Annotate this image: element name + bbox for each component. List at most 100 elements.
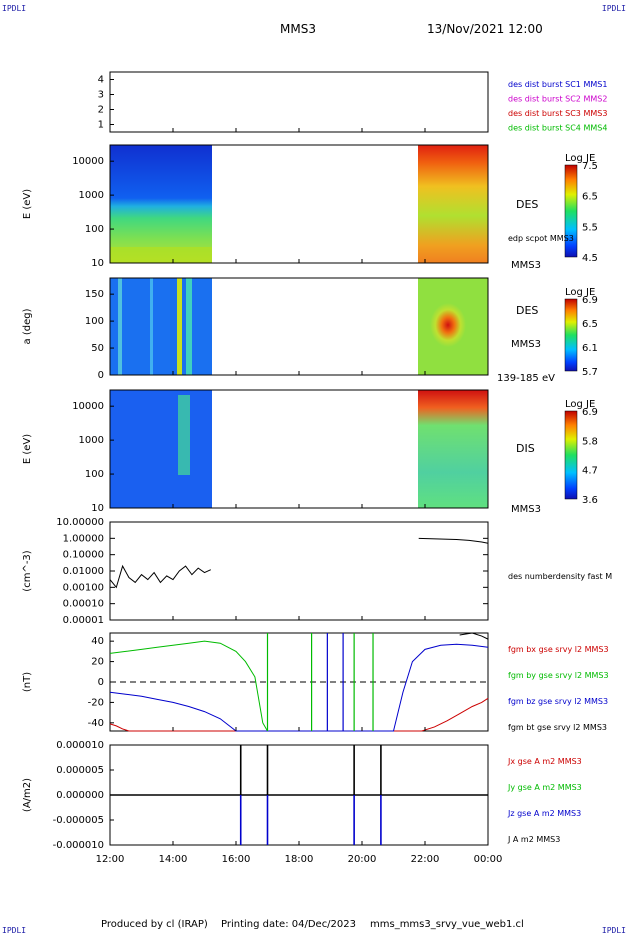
panel-label-des-energy-spectrogram: DES — [516, 198, 538, 211]
colorbar-tick-dis-energy-spectrogram-5.8: 5.8 — [582, 436, 598, 447]
panel-availability — [109, 71, 489, 133]
corner-label-top-left: IPDLI — [2, 4, 27, 13]
ytick-des-pitch-angle-100: 100 — [85, 316, 104, 327]
legend-bfield-1: fgm bx gse srvy l2 MMS3 — [508, 645, 609, 654]
ylabel-des-pitch-angle: a (deg) — [22, 308, 33, 344]
right-label-energy-range: 139-185 eV — [497, 373, 555, 384]
colorbar-dis-energy — [564, 410, 578, 500]
ytick-current-0.000010: 0.000010 — [56, 740, 104, 751]
density-series-1 — [109, 564, 212, 589]
ytick-availability-4: 4 — [98, 75, 104, 86]
panel-density — [109, 521, 489, 621]
ytick-bfield--20: -20 — [88, 697, 104, 708]
dis-energy-block-1 — [110, 390, 212, 508]
colorbar-tick-des-pitch-angle-6.5: 6.5 — [582, 319, 598, 330]
ytick-des-energy-spectrogram-100: 100 — [85, 224, 104, 235]
des-energy-spectrogram-block-2 — [418, 145, 488, 263]
panel-label-dis-energy-spectrogram: DIS — [516, 442, 535, 455]
ylabel-bfield: (nT) — [22, 672, 33, 692]
bfield-series-2 — [109, 640, 268, 732]
ytick-bfield-40: 40 — [91, 636, 104, 647]
ylabel-des-energy-spectrogram: E (eV) — [22, 189, 33, 219]
ytick-current-0.000000: 0.000000 — [56, 790, 104, 801]
des-energy-spectrogram-block-1 — [110, 145, 212, 263]
datetime-title: 13/Nov/2021 12:00 — [427, 22, 543, 36]
xtick-1800: 18:00 — [285, 854, 314, 865]
ytick-density-0.10000: 0.10000 — [63, 550, 104, 561]
ytick-dis-energy-spectrogram-1000: 1000 — [79, 435, 104, 446]
ytick-des-pitch-angle-50: 50 — [91, 343, 104, 354]
ytick-des-pitch-angle-0: 0 — [98, 370, 104, 381]
ylabel-density: (cm^-3) — [22, 550, 33, 591]
colorbar-des-pitch — [564, 298, 578, 372]
legend-current-2: Jy gse A m2 MMS3 — [507, 783, 582, 792]
colorbar-tick-des-pitch-angle-6.9: 6.9 — [582, 295, 598, 306]
xtick-2000: 20:00 — [348, 854, 377, 865]
right-label-mms3-des: MMS3 — [511, 260, 541, 271]
legend-availability-2: des dist burst SC2 MMS2 — [508, 95, 607, 104]
ytick-dis-energy-spectrogram-10000: 10000 — [72, 401, 104, 412]
colorbar-tick-des-pitch-angle-6.1: 6.1 — [582, 343, 598, 354]
panel-dis-energy — [109, 389, 489, 509]
legend-availability-4: des dist burst SC4 MMS4 — [508, 124, 607, 133]
footer-produced-by: Produced by cl (IRAP) — [101, 919, 208, 930]
ytick-density-10.00000: 10.00000 — [56, 517, 104, 528]
right-label-mms3-dis: MMS3 — [511, 504, 541, 515]
legend-bfield-2: fgm by gse srvy l2 MMS3 — [508, 671, 609, 680]
legend-availability-1: des dist burst SC1 MMS1 — [508, 80, 607, 89]
ytick-current-0.000005: 0.000005 — [56, 765, 104, 776]
footer-filename: mms_mms3_srvy_vue_web1.cl — [370, 919, 524, 930]
legend-bfield-4: fgm bt gse srvy l2 MMS3 — [508, 723, 607, 732]
des-pitch-block-1 — [110, 278, 212, 375]
dis-energy-block-2 — [418, 390, 488, 508]
ylabel-dis-energy-spectrogram: E (eV) — [22, 434, 33, 464]
legend-density: des numberdensity fast M — [508, 572, 612, 581]
panel-des-pitch — [109, 277, 489, 376]
xtick-0000: 00:00 — [474, 854, 503, 865]
right-label-mms3-pitch: MMS3 — [511, 339, 541, 350]
panel-label-des-pitch-angle: DES — [516, 304, 538, 317]
ytick-availability-2: 2 — [98, 105, 104, 116]
ytick-current--0.000005: -0.000005 — [53, 815, 104, 826]
colorbar-tick-dis-energy-spectrogram-4.7: 4.7 — [582, 466, 598, 477]
corner-label-bottom-left: IPDLI — [2, 926, 27, 935]
corner-label-bottom-right: IPDLI — [601, 926, 626, 935]
panel-bfield — [109, 632, 489, 732]
colorbar-tick-des-energy-spectrogram-6.5: 6.5 — [582, 192, 598, 203]
colorbar-tick-des-pitch-angle-5.7: 5.7 — [582, 367, 598, 378]
xtick-2200: 22:00 — [411, 854, 440, 865]
right-label-edp-scpot: edp scpot MMS3 — [508, 234, 574, 243]
panel-current — [109, 744, 489, 846]
legend-availability-3: des dist burst SC3 MMS3 — [508, 109, 607, 118]
colorbar-tick-des-energy-spectrogram-4.5: 4.5 — [582, 253, 598, 264]
colorbar-tick-dis-energy-spectrogram-3.6: 3.6 — [582, 495, 598, 506]
ytick-density-0.01000: 0.01000 — [63, 566, 104, 577]
xtick-1400: 14:00 — [159, 854, 188, 865]
ytick-dis-energy-spectrogram-100: 100 — [85, 469, 104, 480]
ytick-des-energy-spectrogram-10000: 10000 — [72, 156, 104, 167]
colorbar-title-des-energy-spectrogram: Log JE — [565, 153, 595, 164]
ytick-density-0.00001: 0.00001 — [63, 615, 104, 626]
ytick-density-0.00100: 0.00100 — [63, 582, 104, 593]
footer-printing-date: Printing date: 04/Dec/2023 — [221, 919, 357, 930]
colorbar-title-dis-energy-spectrogram: Log JE — [565, 399, 595, 410]
spacecraft-title: MMS3 — [280, 22, 316, 36]
legend-bfield-3: fgm bz gse srvy l2 MMS3 — [508, 697, 608, 706]
ytick-des-energy-spectrogram-1000: 1000 — [79, 190, 104, 201]
panel-des-energy — [109, 144, 489, 264]
ytick-availability-3: 3 — [98, 90, 104, 101]
legend-current-3: Jz gse A m2 MMS3 — [507, 809, 581, 818]
ytick-density-0.00010: 0.00010 — [63, 599, 104, 610]
ytick-bfield-20: 20 — [91, 657, 104, 668]
ytick-density-1.00000: 1.00000 — [63, 533, 104, 544]
colorbar-tick-des-energy-spectrogram-5.5: 5.5 — [582, 222, 598, 233]
corner-label-top-right: IPDLI — [601, 4, 626, 13]
density-series-2 — [418, 537, 489, 544]
ylabel-current: (A/m2) — [22, 778, 33, 812]
ytick-bfield-0: 0 — [98, 677, 104, 688]
legend-current-4: J A m2 MMS3 — [507, 835, 560, 844]
xtick-1600: 16:00 — [222, 854, 251, 865]
ytick-des-energy-spectrogram-10: 10 — [91, 258, 104, 269]
ytick-bfield--40: -40 — [88, 718, 104, 729]
